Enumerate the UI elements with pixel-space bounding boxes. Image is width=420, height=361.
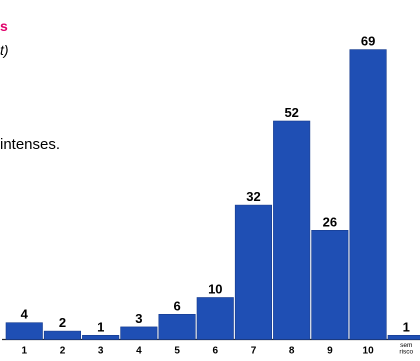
body-text-fragment: intenses. [0, 136, 61, 153]
bar-9 [311, 230, 349, 340]
bar-value-label-11: 1 [403, 319, 410, 334]
category-label-3: 3 [98, 346, 104, 357]
bar-2 [43, 330, 82, 340]
bar-value-label-6: 10 [208, 282, 222, 297]
bar-value-label-9: 26 [323, 214, 337, 229]
category-label-10: 10 [363, 346, 375, 357]
bar-value-label-4: 3 [135, 311, 142, 326]
category-label-4: 4 [136, 346, 142, 357]
bar-value-label-10: 69 [361, 34, 375, 49]
category-label-5: 5 [174, 346, 180, 357]
bar-value-label-7: 32 [246, 189, 260, 204]
bar-5 [158, 313, 196, 340]
bar-value-label-3: 1 [97, 319, 104, 334]
bar-6 [196, 297, 234, 340]
bar-1 [5, 322, 43, 340]
category-label-6: 6 [213, 346, 219, 357]
bar-8 [273, 120, 311, 340]
bar-11 [387, 334, 420, 340]
category-label-8: 8 [289, 346, 295, 357]
category-label-11-line-2: risco [399, 349, 413, 356]
bar-10 [349, 49, 387, 340]
category-label-7: 7 [251, 346, 257, 357]
bar-value-label-2: 2 [59, 315, 66, 330]
bar-value-label-1: 4 [21, 307, 29, 322]
bar-7 [234, 204, 272, 340]
bar-3 [82, 334, 120, 340]
paren-text-fragment: t) [0, 42, 9, 58]
category-label-11-line-1: sem [400, 342, 412, 349]
bar-4 [120, 326, 158, 340]
category-label-2: 2 [60, 346, 66, 357]
pink-text-fragment: s [0, 18, 8, 34]
category-label-9: 9 [327, 346, 333, 357]
bar-value-label-5: 6 [173, 298, 180, 313]
bar-value-label-8: 52 [284, 105, 298, 120]
category-label-1: 1 [22, 346, 28, 357]
